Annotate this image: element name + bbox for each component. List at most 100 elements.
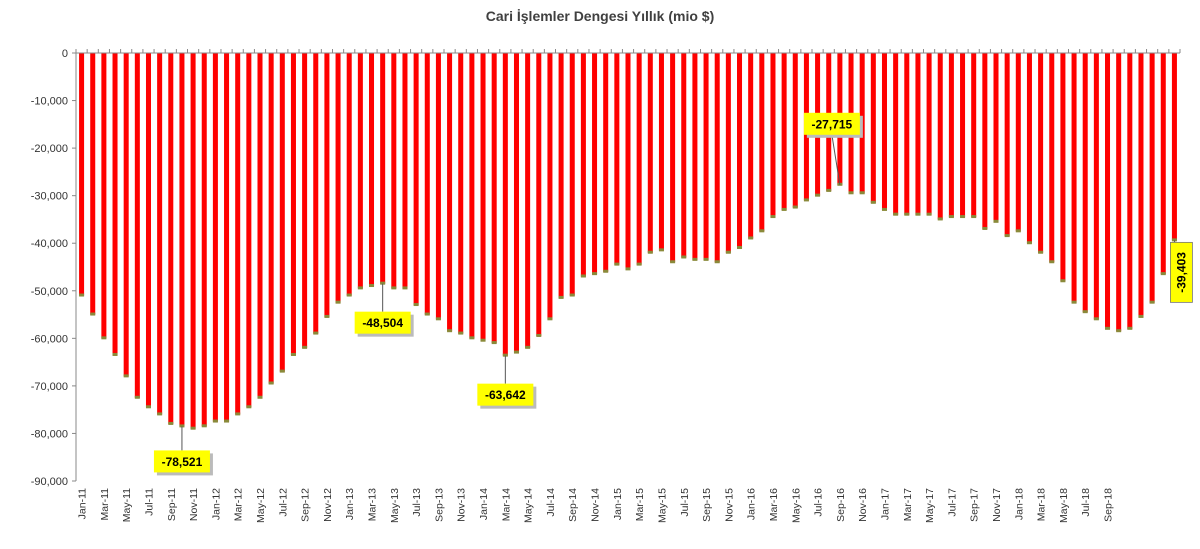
- bar: [145, 53, 151, 408]
- bar: [413, 53, 419, 306]
- y-tick-label: -60,000: [31, 333, 68, 345]
- bar-tip: [369, 284, 375, 288]
- bar-tip: [525, 345, 531, 349]
- y-tick-label: -30,000: [31, 191, 68, 203]
- bar-tip: [781, 207, 787, 211]
- bar: [636, 53, 642, 265]
- bar-tip: [1127, 326, 1133, 330]
- bar: [513, 53, 519, 353]
- x-tick-label: May-14: [523, 488, 535, 523]
- bar-tip: [1049, 260, 1055, 264]
- x-tick-label: Jan-14: [478, 488, 490, 520]
- bar-tip: [1082, 310, 1088, 314]
- bar-tip: [513, 350, 519, 354]
- x-tick-label: Nov-16: [857, 488, 869, 522]
- bar-tip: [1149, 300, 1155, 304]
- bar-tip: [881, 207, 887, 211]
- data-label-box: [477, 383, 534, 406]
- bar: [580, 53, 586, 277]
- bar: [714, 53, 720, 263]
- bar: [346, 53, 352, 296]
- x-tick-label: Jul-17: [946, 488, 958, 517]
- bar-tip: [257, 395, 263, 399]
- bar: [982, 53, 988, 229]
- x-axis: Jan-11 Mar-11 May-11 Jul-11 Sep-11 Nov-11 Jan-…: [75, 49, 1181, 523]
- bar-tip: [960, 215, 966, 219]
- data-label-text: -78,521: [162, 455, 203, 469]
- y-tick-label: -10,000: [31, 96, 68, 108]
- bar-tip: [658, 248, 664, 252]
- x-tick-label: Jan-15: [612, 488, 624, 520]
- bar: [123, 53, 129, 377]
- x-tick-label: Jan-12: [210, 488, 222, 520]
- bar-tip: [1015, 229, 1021, 233]
- bar-tip: [480, 338, 486, 342]
- x-tick-label: Mar-13: [367, 488, 379, 521]
- bar-tip: [469, 336, 475, 340]
- bar-tip: [502, 353, 508, 357]
- bar-tip: [915, 212, 921, 216]
- x-tick-label: Sep-11: [166, 488, 178, 521]
- bar: [547, 53, 553, 320]
- bar: [1149, 53, 1155, 303]
- y-tick-label: -50,000: [31, 286, 68, 298]
- bar-tip: [268, 381, 274, 385]
- bar: [435, 53, 441, 320]
- x-tick-label: Mar-11: [99, 488, 111, 521]
- bar-tip: [1138, 314, 1144, 318]
- bar: [447, 53, 453, 332]
- bar: [491, 53, 497, 344]
- x-tick-label: Sep-15: [701, 488, 713, 522]
- bar: [335, 53, 341, 303]
- bar-tip: [926, 212, 932, 216]
- bar-tip: [536, 333, 542, 337]
- bar: [357, 53, 363, 289]
- bar: [870, 53, 876, 203]
- data-label: -27,715: [803, 112, 863, 185]
- x-tick-label: Nov-12: [322, 488, 334, 522]
- bar-tip: [402, 286, 408, 290]
- data-label-box: [1170, 241, 1193, 303]
- bar: [1116, 53, 1122, 332]
- bar: [190, 53, 196, 429]
- x-tick-label: Sep-14: [567, 488, 579, 522]
- x-tick-label: May-13: [389, 488, 401, 523]
- bar-tip: [904, 212, 910, 216]
- y-tick-label: -70,000: [31, 381, 68, 393]
- bar-tip: [748, 236, 754, 240]
- x-tick-label: Mar-15: [634, 488, 646, 521]
- x-tick-label: Mar-14: [500, 488, 512, 521]
- x-tick-label: Jul-18: [1080, 488, 1092, 517]
- bar: [792, 53, 798, 208]
- data-label-box: [354, 311, 411, 334]
- annotations: -78,521 -48,504 -63,642 -27,715 -39,403: [153, 112, 1193, 476]
- bar: [458, 53, 464, 334]
- data-label-text: -63,642: [485, 388, 526, 402]
- bar: [1049, 53, 1055, 263]
- bar: [926, 53, 932, 215]
- bar: [658, 53, 664, 251]
- bar-tip: [826, 188, 832, 192]
- bar-tip: [1004, 234, 1010, 238]
- bar: [279, 53, 285, 372]
- bar: [770, 53, 776, 218]
- bar: [759, 53, 765, 232]
- bar-tip: [737, 245, 743, 249]
- bar: [681, 53, 687, 258]
- bar-tip: [190, 426, 196, 430]
- bar: [224, 53, 230, 422]
- bar: [603, 53, 609, 272]
- data-label-box: [803, 112, 860, 135]
- x-tick-label: May-15: [656, 488, 668, 523]
- x-tick-label: Sep-16: [835, 488, 847, 522]
- bar-tip: [224, 419, 230, 423]
- x-tick-label: Jan-13: [344, 488, 356, 520]
- x-tick-label: Jul-16: [813, 488, 825, 517]
- x-tick-label: Nov-14: [590, 488, 602, 522]
- bar-tip: [179, 424, 185, 428]
- bar-tip: [681, 255, 687, 259]
- x-tick-label: Nov-11: [188, 488, 200, 521]
- x-tick-label: Mar-17: [902, 488, 914, 521]
- bar: [737, 53, 743, 248]
- x-tick-label: Jul-14: [545, 488, 557, 517]
